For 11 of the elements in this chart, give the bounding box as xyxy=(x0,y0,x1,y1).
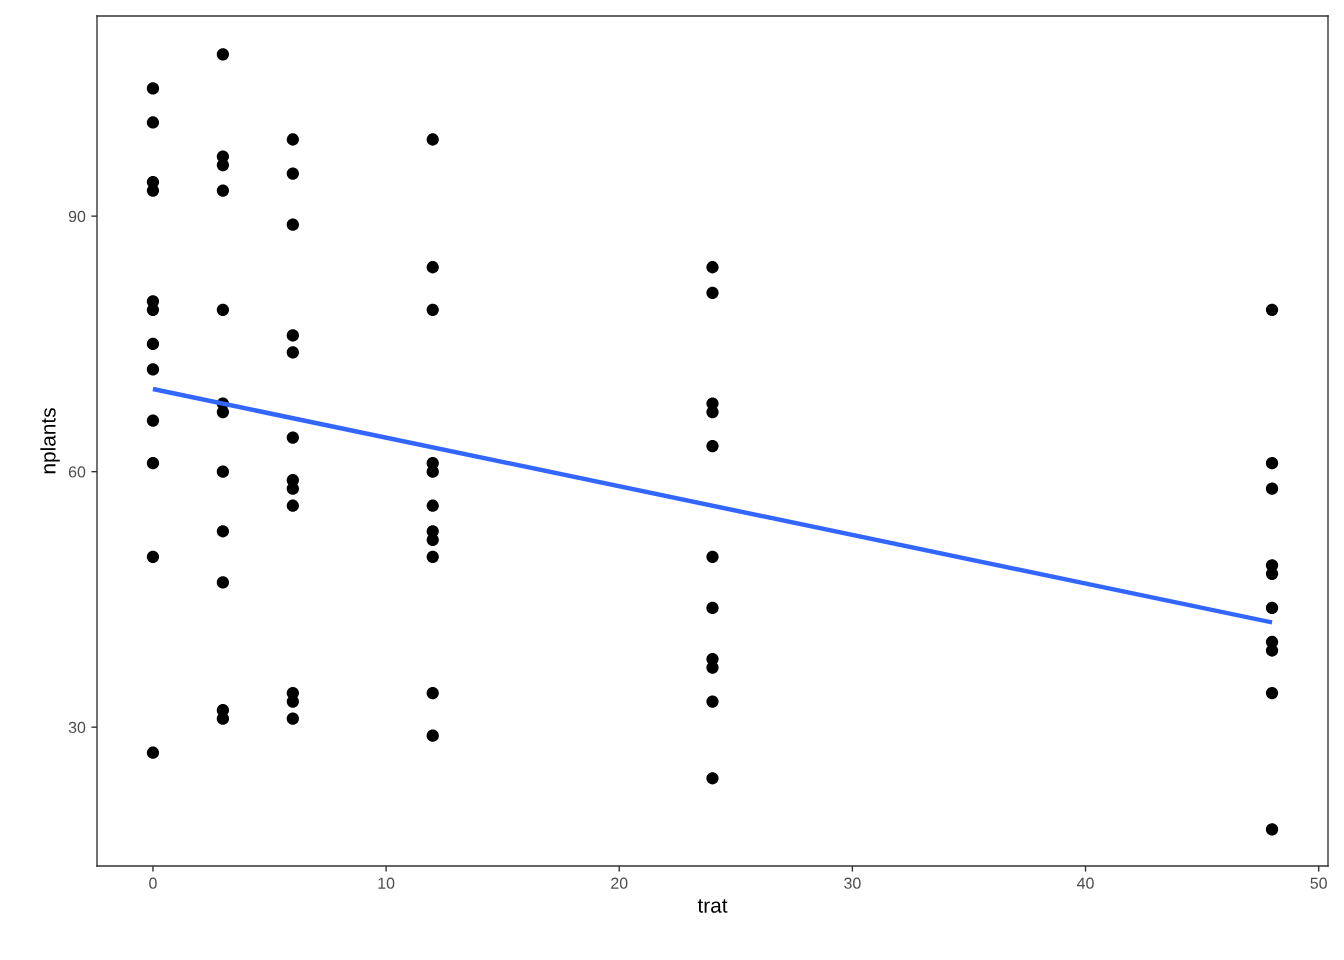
x-tick-label: 10 xyxy=(378,877,395,889)
x-tick-label: 0 xyxy=(149,877,157,889)
y-tick-label: 90 xyxy=(68,210,86,223)
x-axis-title: trat xyxy=(697,899,728,913)
y-axis-title: nplants xyxy=(40,408,60,474)
x-tick-label: 40 xyxy=(1077,877,1094,889)
x-tick-label: 50 xyxy=(1310,877,1327,889)
x-tick-label: 20 xyxy=(611,877,628,889)
y-tick-label: 60 xyxy=(68,466,86,478)
x-tick-label: 30 xyxy=(844,877,861,889)
y-tick-label: 30 xyxy=(68,721,86,734)
